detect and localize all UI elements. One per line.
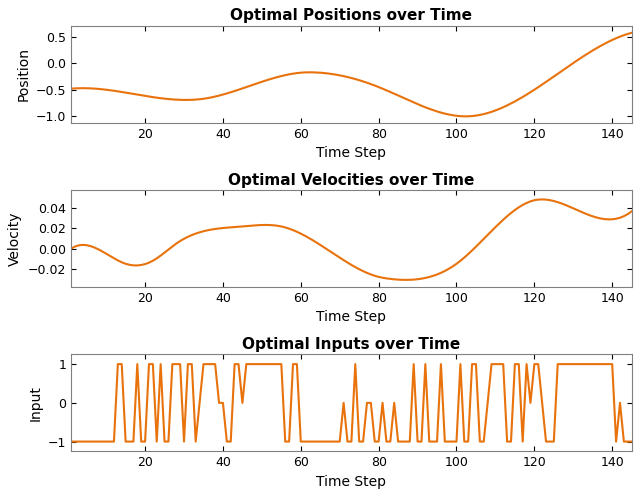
Y-axis label: Velocity: Velocity <box>8 211 22 266</box>
X-axis label: Time Step: Time Step <box>316 475 387 489</box>
Y-axis label: Input: Input <box>28 385 42 421</box>
X-axis label: Time Step: Time Step <box>316 311 387 325</box>
Y-axis label: Position: Position <box>16 47 30 101</box>
X-axis label: Time Step: Time Step <box>316 146 387 160</box>
Title: Optimal Velocities over Time: Optimal Velocities over Time <box>228 172 475 187</box>
Title: Optimal Inputs over Time: Optimal Inputs over Time <box>243 337 461 352</box>
Title: Optimal Positions over Time: Optimal Positions over Time <box>230 8 472 23</box>
